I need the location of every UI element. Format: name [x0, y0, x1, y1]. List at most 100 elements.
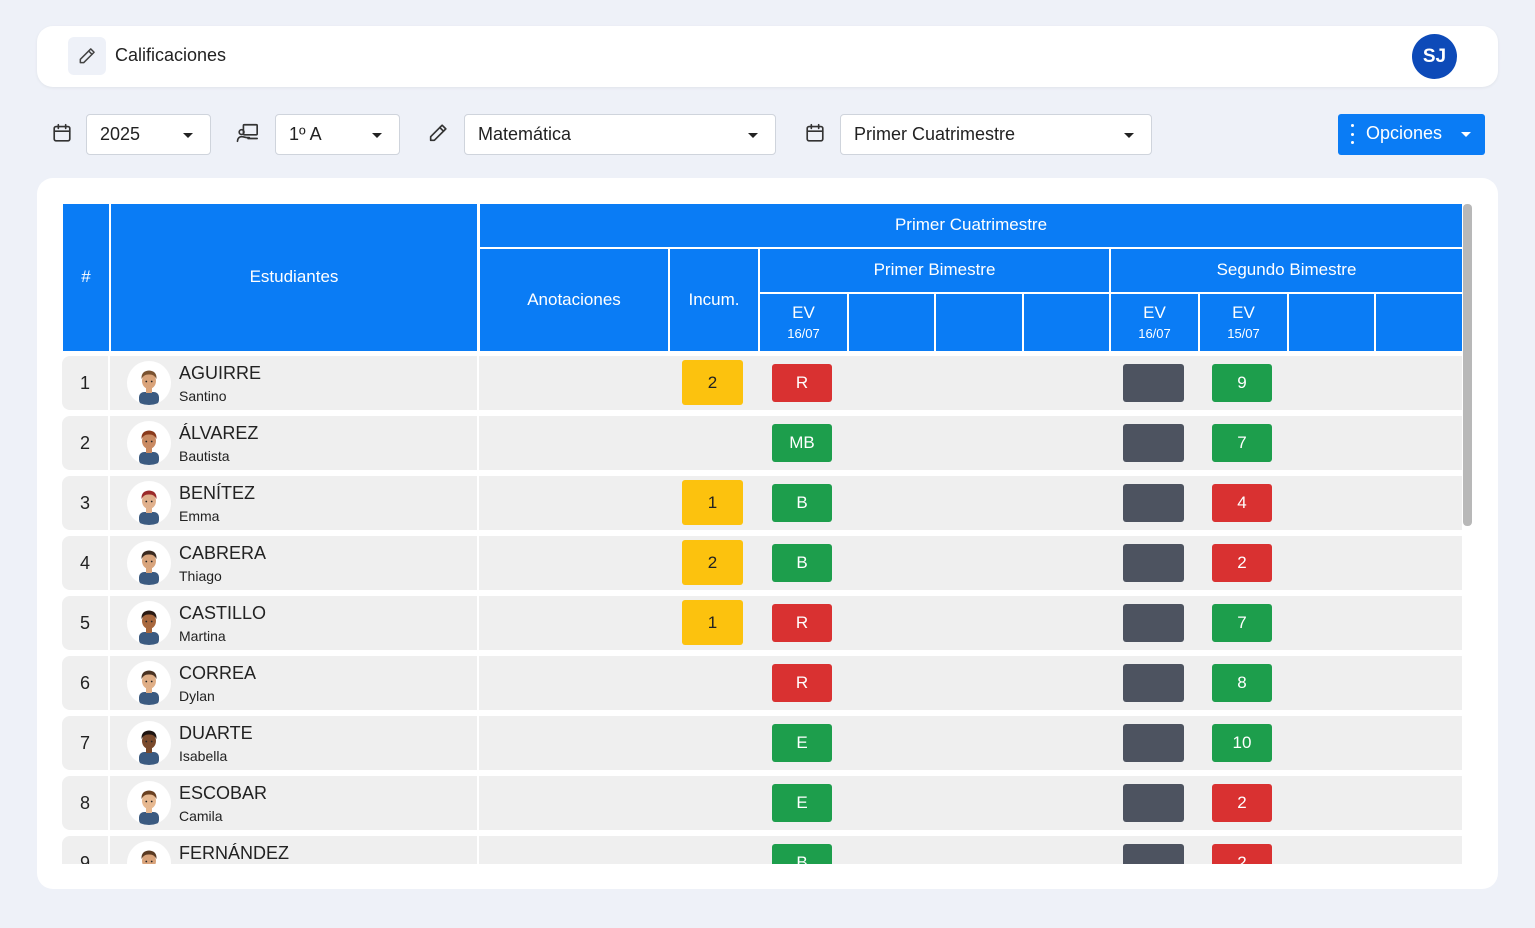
grade-b1-ev1-badge[interactable]: E — [772, 784, 832, 822]
pencil-icon — [426, 121, 450, 145]
student-first-name: Thiago — [179, 568, 222, 584]
table-scrollbar[interactable] — [1462, 203, 1473, 864]
grade-b2-ev2-badge[interactable]: 9 — [1212, 364, 1272, 402]
grade-b2-ev1-badge[interactable] — [1123, 604, 1184, 642]
grade-b2-ev2-badge[interactable]: 7 — [1212, 424, 1272, 462]
grade-b1-ev1-badge[interactable]: R — [772, 664, 832, 702]
student-surname: CABRERA — [179, 543, 267, 563]
grades-card: # Estudiantes Primer Cuatrimestre Anotac… — [37, 178, 1498, 889]
classroom-icon — [236, 121, 260, 145]
grade-b2-ev2-badge[interactable]: 2 — [1212, 784, 1272, 822]
student-cell[interactable]: BENÍTEZ Emma — [110, 476, 477, 530]
header-b1-slot-3[interactable] — [936, 294, 1022, 351]
header-period: Primer Cuatrimestre — [480, 204, 1462, 247]
grade-b1-ev1-badge[interactable]: B — [772, 484, 832, 522]
subject-select-value: Matemática — [478, 124, 572, 144]
student-cell[interactable]: CASTILLO Martina — [110, 596, 477, 650]
grade-b2-ev1-badge[interactable] — [1123, 844, 1184, 864]
grade-b2-ev1-badge[interactable] — [1123, 484, 1184, 522]
more-vertical-icon — [1351, 124, 1355, 144]
options-button[interactable]: Opciones — [1338, 114, 1485, 155]
row-number: 9 — [62, 836, 108, 864]
student-surname: AGUIRRE — [179, 363, 262, 383]
top-header: Calificaciones SJ — [37, 26, 1498, 87]
header-num: # — [63, 204, 109, 351]
grade-b2-ev2-badge[interactable]: 10 — [1212, 724, 1272, 762]
grade-b1-ev1-badge[interactable]: B — [772, 844, 832, 864]
student-cell[interactable]: ESCOBAR Camila — [110, 776, 477, 830]
header-incum: Incum. — [670, 249, 758, 351]
student-avatar — [127, 661, 171, 705]
header-b2-ev-1[interactable]: EV 16/07 — [1111, 294, 1198, 351]
row-number: 6 — [62, 656, 108, 710]
course-select-value: 1º A — [289, 124, 322, 144]
student-avatar — [127, 721, 171, 765]
student-avatar — [127, 781, 171, 825]
grades-cells — [479, 836, 1462, 864]
header-b1-slot-4[interactable] — [1024, 294, 1109, 351]
header-b2-ev-2[interactable]: EV 15/07 — [1200, 294, 1287, 351]
grade-b2-ev1-badge[interactable] — [1123, 664, 1184, 702]
row-number: 2 — [62, 416, 108, 470]
scrollbar-thumb[interactable] — [1463, 204, 1472, 526]
grade-b2-ev2-badge[interactable]: 7 — [1212, 604, 1272, 642]
student-cell[interactable]: CORREA Dylan — [110, 656, 477, 710]
student-first-name: Dylan — [179, 688, 215, 704]
grades-cells — [479, 716, 1462, 770]
header-b2-slot-4[interactable] — [1376, 294, 1462, 351]
course-select[interactable]: 1º A — [275, 114, 400, 155]
grade-b1-ev1-badge[interactable]: B — [772, 544, 832, 582]
grade-b1-ev1-badge[interactable]: MB — [772, 424, 832, 462]
grade-b1-ev1-badge[interactable]: R — [772, 364, 832, 402]
grade-b2-ev1-badge[interactable] — [1123, 364, 1184, 402]
period-select-value: Primer Cuatrimestre — [854, 124, 1016, 144]
header-bimestre-2: Segundo Bimestre — [1111, 249, 1462, 292]
header-b2-slot-3[interactable] — [1289, 294, 1374, 351]
grade-b2-ev1-badge[interactable] — [1123, 424, 1184, 462]
row-number: 4 — [62, 536, 108, 590]
page-title: Calificaciones — [115, 45, 227, 65]
grade-b2-ev2-badge[interactable]: 4 — [1212, 484, 1272, 522]
year-select[interactable]: 2025 — [86, 114, 211, 155]
student-avatar — [127, 481, 171, 525]
student-cell[interactable]: ÁLVAREZ Bautista — [110, 416, 477, 470]
student-cell[interactable]: DUARTE Isabella — [110, 716, 477, 770]
period-select[interactable]: Primer Cuatrimestre — [840, 114, 1152, 155]
grades-cells — [479, 536, 1462, 590]
grade-b2-ev1-badge[interactable] — [1123, 784, 1184, 822]
student-cell[interactable]: FERNÁNDEZ — [110, 836, 477, 864]
grade-b2-ev1-badge[interactable] — [1123, 724, 1184, 762]
header-b1-slot-2[interactable] — [849, 294, 934, 351]
student-first-name: Santino — [179, 388, 227, 404]
table-row: 8 ESCOBAR Camila E 2 — [62, 776, 1462, 830]
row-number: 1 — [62, 356, 108, 410]
grade-b2-ev1-badge[interactable] — [1123, 544, 1184, 582]
student-first-name: Emma — [179, 508, 220, 524]
student-avatar — [127, 601, 171, 645]
incum-badge[interactable]: 2 — [682, 360, 743, 405]
options-button-label: Opciones — [1366, 123, 1443, 143]
grade-b2-ev2-badge[interactable]: 8 — [1212, 664, 1272, 702]
header-bimestre-1: Primer Bimestre — [760, 249, 1109, 292]
grade-b2-ev2-badge[interactable]: 2 — [1212, 844, 1272, 864]
header-students: Estudiantes — [111, 204, 477, 351]
student-surname: DUARTE — [179, 723, 253, 743]
grades-cells — [479, 416, 1462, 470]
user-avatar[interactable]: SJ — [1412, 34, 1457, 79]
subject-select[interactable]: Matemática — [464, 114, 776, 155]
student-cell[interactable]: AGUIRRE Santino — [110, 356, 477, 410]
student-cell[interactable]: CABRERA Thiago — [110, 536, 477, 590]
student-surname: CORREA — [179, 663, 257, 683]
table-row: 2 ÁLVAREZ Bautista MB 7 — [62, 416, 1462, 470]
grade-b1-ev1-badge[interactable]: E — [772, 724, 832, 762]
incum-badge[interactable]: 1 — [682, 480, 743, 525]
grade-b2-ev2-badge[interactable]: 2 — [1212, 544, 1272, 582]
incum-badge[interactable]: 2 — [682, 540, 743, 585]
header-b1-ev-1[interactable]: EV 16/07 — [760, 294, 847, 351]
student-avatar — [127, 841, 171, 864]
incum-badge[interactable]: 1 — [682, 600, 743, 645]
grade-b1-ev1-badge[interactable]: R — [772, 604, 832, 642]
